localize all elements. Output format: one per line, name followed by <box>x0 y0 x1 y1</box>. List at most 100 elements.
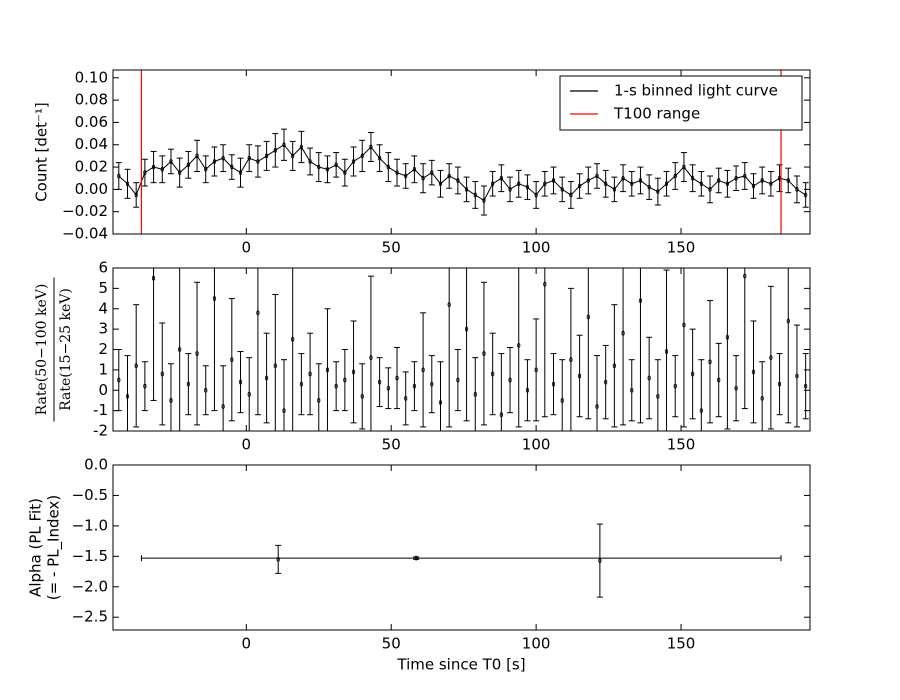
data-point <box>421 367 425 373</box>
data-point <box>369 144 373 150</box>
data-point <box>708 359 712 365</box>
y-tick-label: 4 <box>98 299 108 317</box>
data-point <box>151 275 156 281</box>
plot-area <box>115 268 809 431</box>
data-point <box>499 175 503 181</box>
data-point <box>491 371 495 377</box>
y-tick-label: 0.00 <box>75 180 108 198</box>
data-point <box>595 404 599 409</box>
y-tick-label: −2.0 <box>72 577 108 595</box>
data-point <box>577 183 582 189</box>
data-point <box>273 363 277 369</box>
x-axis-label: Time since T0 [s] <box>396 656 525 674</box>
data-point <box>717 377 721 383</box>
data-point <box>734 385 738 391</box>
data-point <box>456 178 460 183</box>
y-axis-label: Alpha (PL Fit) <box>27 498 45 597</box>
legend-box <box>559 75 803 131</box>
data-point <box>517 343 521 348</box>
y-tick-label: 3 <box>98 320 108 338</box>
data-point <box>699 181 703 187</box>
y-tick-label: 2 <box>98 340 108 358</box>
data-point <box>691 175 695 181</box>
data-point <box>482 198 486 203</box>
data-point <box>143 170 147 176</box>
data-point <box>204 166 208 172</box>
plot-area <box>140 523 782 598</box>
y-tick-label: 6 <box>98 259 108 277</box>
data-point <box>404 395 408 401</box>
data-point <box>543 281 547 287</box>
data-point <box>360 153 364 159</box>
data-point <box>221 404 225 409</box>
data-point <box>195 351 199 356</box>
plot-area <box>115 70 809 234</box>
data-point <box>499 412 503 418</box>
data-point <box>160 371 164 377</box>
data-point <box>282 408 286 414</box>
y-tick-label: −1.5 <box>72 547 108 565</box>
data-point <box>795 186 799 192</box>
data-point <box>438 400 443 405</box>
data-point <box>308 159 312 164</box>
y-tick-label: −2.5 <box>72 608 108 626</box>
data-point <box>325 367 330 373</box>
data-point <box>577 373 582 379</box>
data-point <box>760 395 764 401</box>
data-point <box>378 379 382 385</box>
data-point <box>569 357 573 363</box>
y-tick-label: -2 <box>93 422 108 440</box>
data-point <box>447 302 451 308</box>
data-point <box>299 381 303 387</box>
data-point <box>777 381 782 387</box>
data-point <box>395 375 399 381</box>
data-point <box>595 173 599 179</box>
data-point <box>804 383 808 389</box>
data-point <box>569 192 573 198</box>
data-point <box>482 351 486 356</box>
data-point <box>621 330 625 336</box>
data-point <box>369 355 373 361</box>
x-tick-label: 150 <box>667 436 696 454</box>
data-point <box>560 398 564 403</box>
data-point <box>508 377 512 383</box>
data-point <box>682 322 686 328</box>
data-point <box>691 371 695 377</box>
data-point <box>125 393 130 399</box>
y-tick-label: 0.06 <box>75 113 108 131</box>
y-tick-label: 0.08 <box>75 91 108 109</box>
data-point <box>360 393 364 399</box>
data-point <box>212 296 217 301</box>
data-point <box>238 170 243 176</box>
data-point <box>204 387 208 393</box>
data-point <box>265 153 269 159</box>
data-point <box>230 164 234 170</box>
data-point <box>178 347 182 352</box>
data-point <box>282 142 286 148</box>
x-tick-label: 0 <box>242 436 252 454</box>
data-point <box>438 181 443 187</box>
data-point <box>412 166 417 172</box>
data-point <box>317 398 321 403</box>
y-tick-label: −0.5 <box>72 486 108 504</box>
data-point <box>586 178 590 183</box>
y-tick-label: -1 <box>93 401 108 419</box>
data-point <box>647 375 651 381</box>
data-point <box>117 377 121 383</box>
data-point <box>534 367 538 373</box>
data-point <box>125 181 130 187</box>
data-point <box>560 186 564 192</box>
y-axis-label-numerator: Rate(50−100 keV) <box>34 284 50 416</box>
data-point <box>343 377 347 383</box>
data-point <box>334 383 338 389</box>
data-point <box>795 373 799 379</box>
data-point <box>386 385 390 391</box>
data-point <box>586 314 590 320</box>
data-point <box>656 189 660 195</box>
data-point <box>638 298 643 304</box>
data-point <box>247 391 251 397</box>
data-point <box>656 393 660 399</box>
x-tick-label: 50 <box>382 239 401 257</box>
data-point <box>386 164 390 170</box>
data-point <box>273 147 277 153</box>
